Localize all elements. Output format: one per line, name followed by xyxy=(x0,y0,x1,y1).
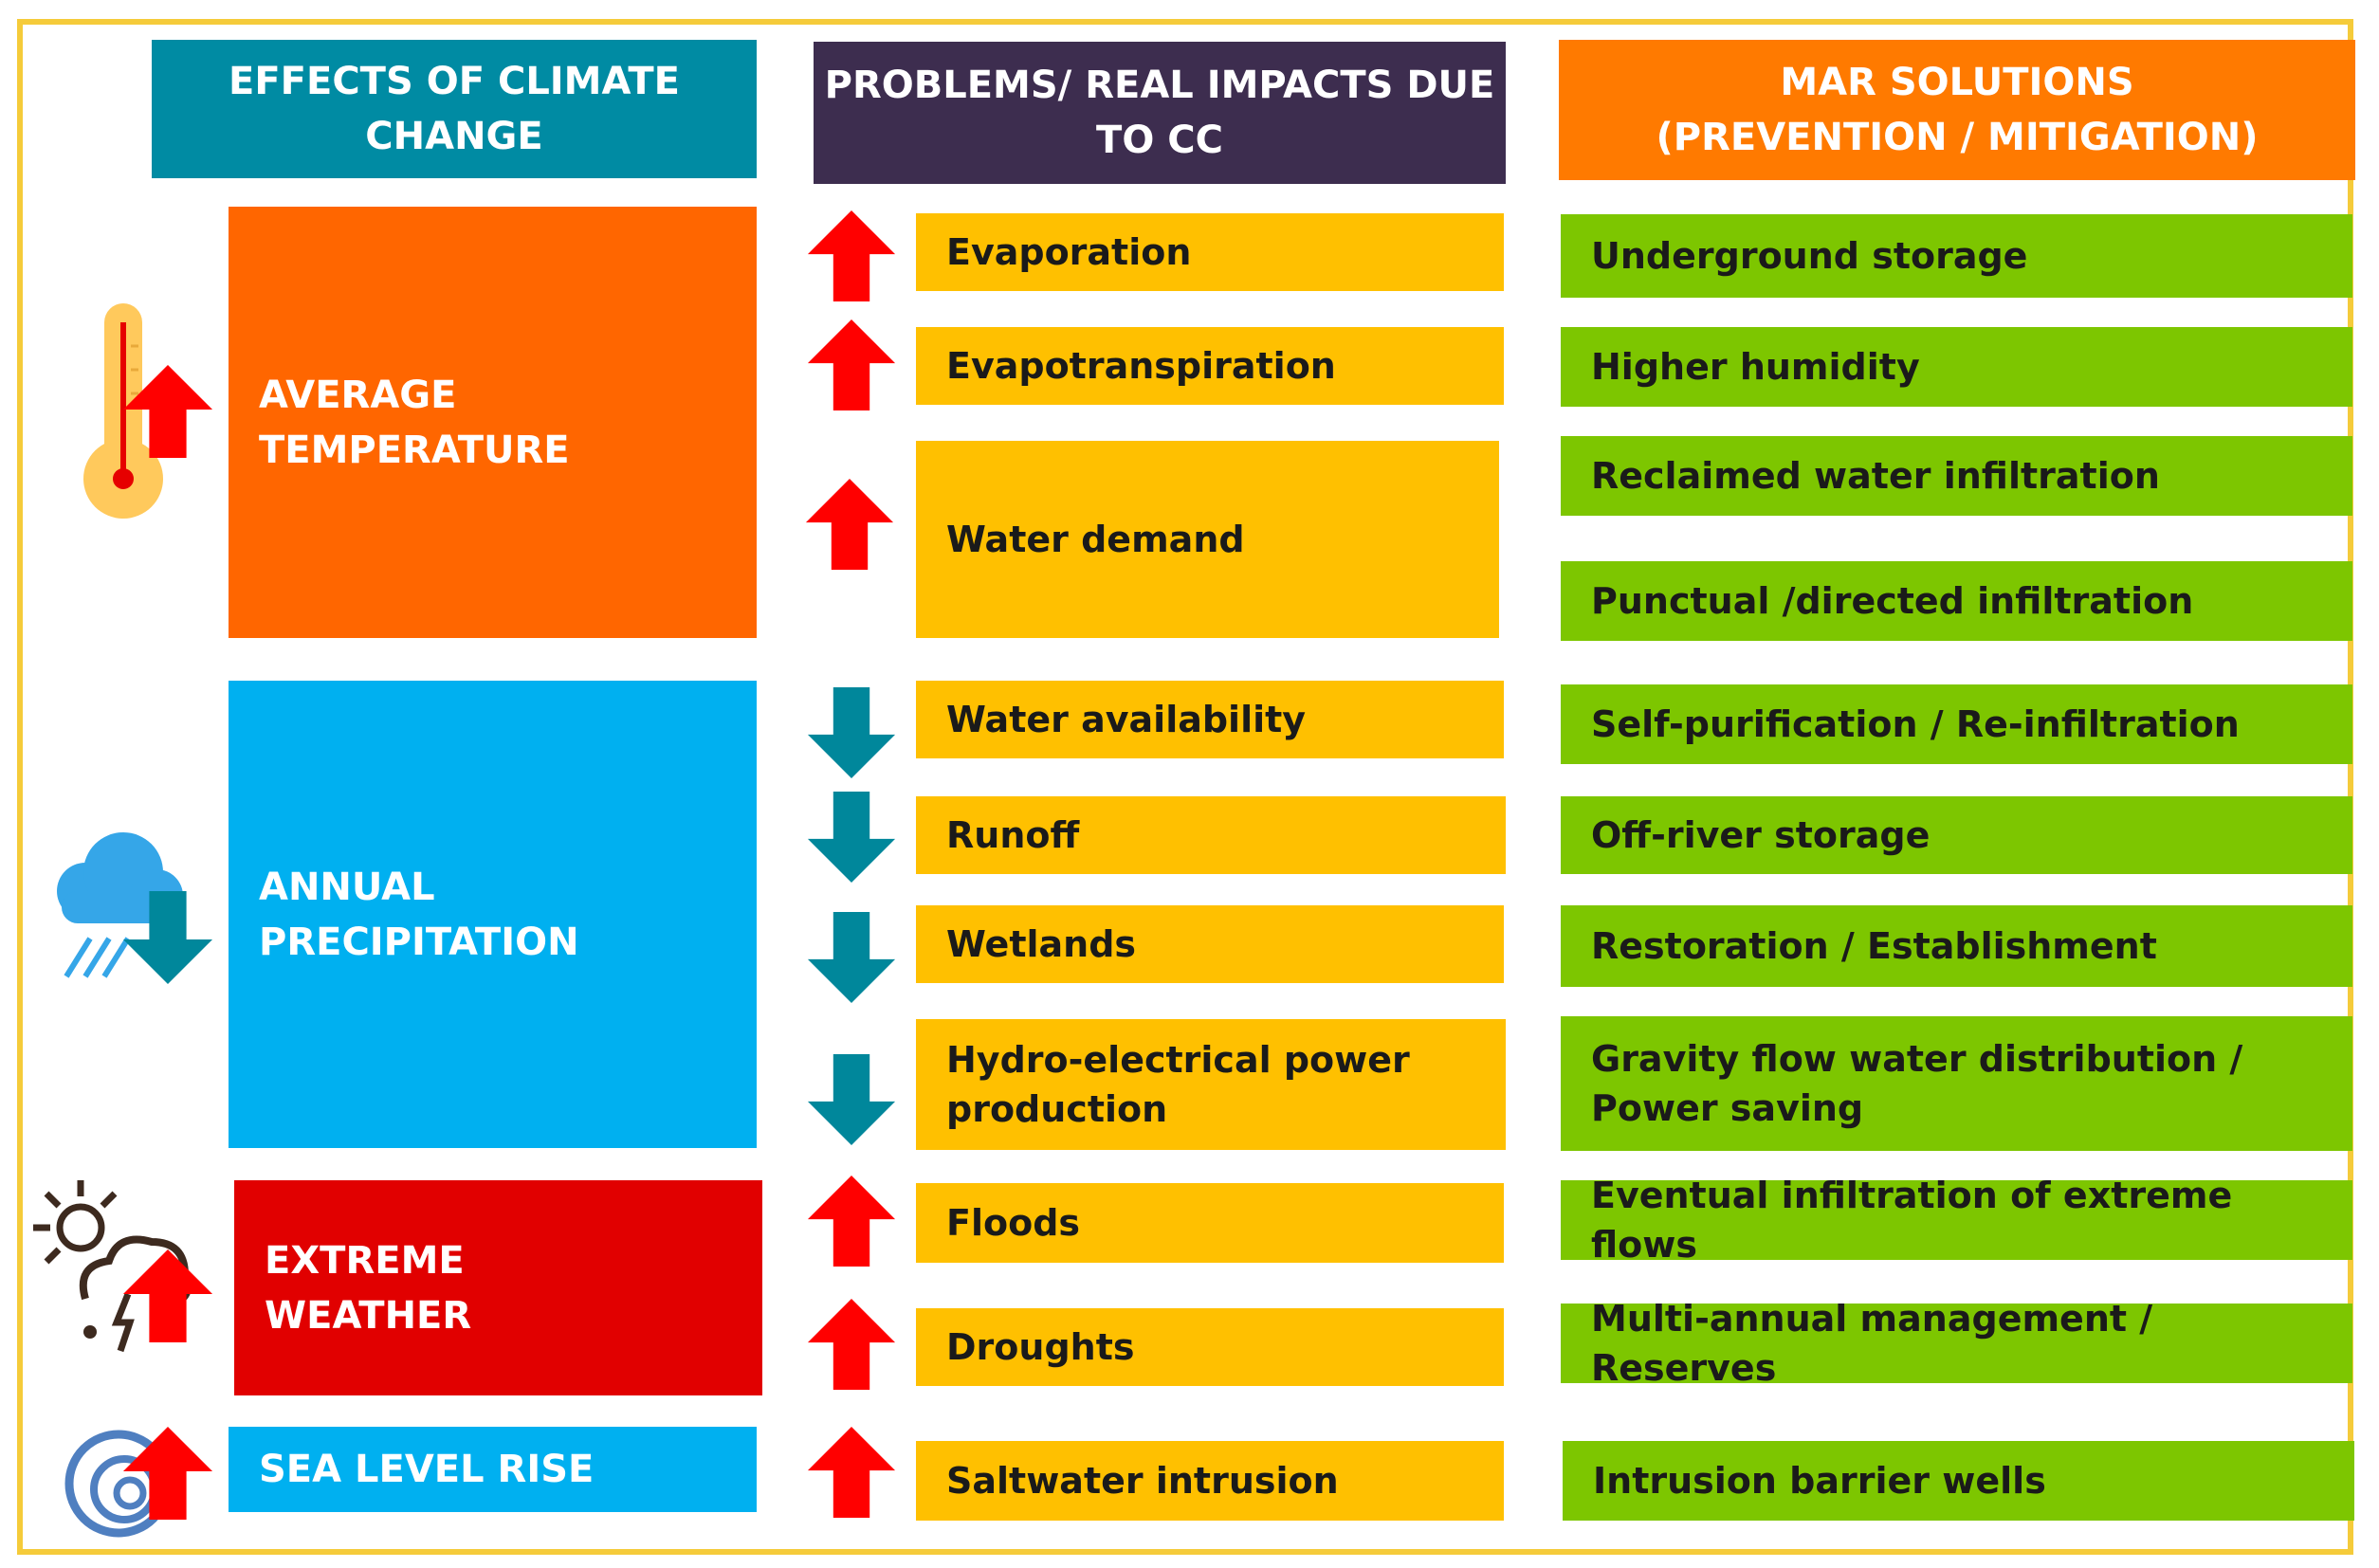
impact-arrow-saltwater-intrusion xyxy=(807,1427,896,1518)
impact-wetlands: Wetlands xyxy=(916,905,1504,983)
diagram-frame xyxy=(17,19,2353,1555)
effect-arrow-precipitation xyxy=(122,891,213,984)
effect-annual-precipitation: ANNUAL PRECIPITATION xyxy=(229,681,757,1148)
impact-arrow-wetlands xyxy=(807,912,896,1003)
solution-punctual-directed-infiltration: Punctual /directed infiltration xyxy=(1561,561,2352,641)
impact-runoff: Runoff xyxy=(916,796,1506,874)
solution-underground-storage: Underground storage xyxy=(1561,214,2352,298)
effect-arrow-extreme-weather xyxy=(122,1249,213,1342)
arrow-up-icon xyxy=(807,1299,896,1390)
arrow-up-icon xyxy=(122,365,213,458)
arrow-down-icon xyxy=(807,792,896,883)
arrow-up-icon xyxy=(807,1427,896,1518)
arrow-down-icon xyxy=(807,912,896,1003)
effect-sea-level-rise: SEA LEVEL RISE xyxy=(229,1427,757,1512)
impact-floods: Floods xyxy=(916,1183,1504,1263)
solution-restoration-establishment: Restoration / Establishment xyxy=(1561,905,2352,987)
arrow-down-icon xyxy=(807,687,896,778)
rain-cloud-icon xyxy=(57,832,183,978)
effect-arrow-sea-level xyxy=(122,1427,213,1520)
solution-reclaimed-water-infiltration: Reclaimed water infiltration xyxy=(1561,436,2352,516)
impact-arrow-droughts xyxy=(807,1299,896,1390)
solution-intrusion-barrier-wells: Intrusion barrier wells xyxy=(1563,1441,2354,1521)
impact-droughts: Droughts xyxy=(916,1308,1504,1386)
impact-arrow-runoff xyxy=(807,792,896,883)
arrow-up-icon xyxy=(122,1249,213,1342)
impact-evaporation: Evaporation xyxy=(916,213,1504,291)
arrow-up-icon xyxy=(805,479,894,570)
solution-multi-annual-management: Multi-annual management / Reserves xyxy=(1561,1298,2352,1389)
impact-arrow-evaporation xyxy=(807,210,896,301)
header-effects: EFFECTS OF CLIMATE CHANGE xyxy=(152,40,757,178)
arrow-up-icon xyxy=(807,210,896,301)
header-solutions: MAR SOLUTIONS (PREVENTION / MITIGATION) xyxy=(1559,40,2355,180)
impact-arrow-water-availability xyxy=(807,687,896,778)
solution-eventual-infiltration: Eventual infiltration of extreme flows xyxy=(1561,1175,2352,1266)
impact-water-demand: Water demand xyxy=(916,441,1499,638)
impact-arrow-evapotranspiration xyxy=(807,319,896,410)
impact-hydro-electrical-power: Hydro-electrical power production xyxy=(916,1019,1506,1150)
solution-self-purification: Self-purification / Re-infiltration xyxy=(1561,684,2352,764)
solution-gravity-flow-distribution: Gravity flow water distribution / Power … xyxy=(1561,1016,2352,1151)
arrow-down-icon xyxy=(807,1054,896,1145)
thermometer-icon xyxy=(83,303,163,519)
impact-saltwater-intrusion: Saltwater intrusion xyxy=(916,1441,1504,1521)
impact-water-availability: Water availability xyxy=(916,681,1504,758)
arrow-up-icon xyxy=(122,1427,213,1520)
arrow-up-icon xyxy=(807,1176,896,1267)
impact-evapotranspiration: Evapotranspiration xyxy=(916,327,1504,405)
impact-arrow-water-demand xyxy=(805,479,894,570)
impact-arrow-hydro-electrical xyxy=(807,1054,896,1145)
impact-arrow-floods xyxy=(807,1176,896,1267)
solution-higher-humidity: Higher humidity xyxy=(1561,327,2352,407)
effect-arrow-temperature xyxy=(122,365,213,458)
effect-extreme-weather: EXTREME WEATHER xyxy=(234,1180,762,1395)
header-impacts: PROBLEMS/ REAL IMPACTS DUE TO CC xyxy=(814,42,1506,184)
solution-off-river-storage: Off-river storage xyxy=(1561,796,2352,874)
arrow-up-icon xyxy=(807,319,896,410)
effect-average-temperature: AVERAGE TEMPERATURE xyxy=(229,207,757,638)
arrow-down-icon xyxy=(122,891,213,984)
